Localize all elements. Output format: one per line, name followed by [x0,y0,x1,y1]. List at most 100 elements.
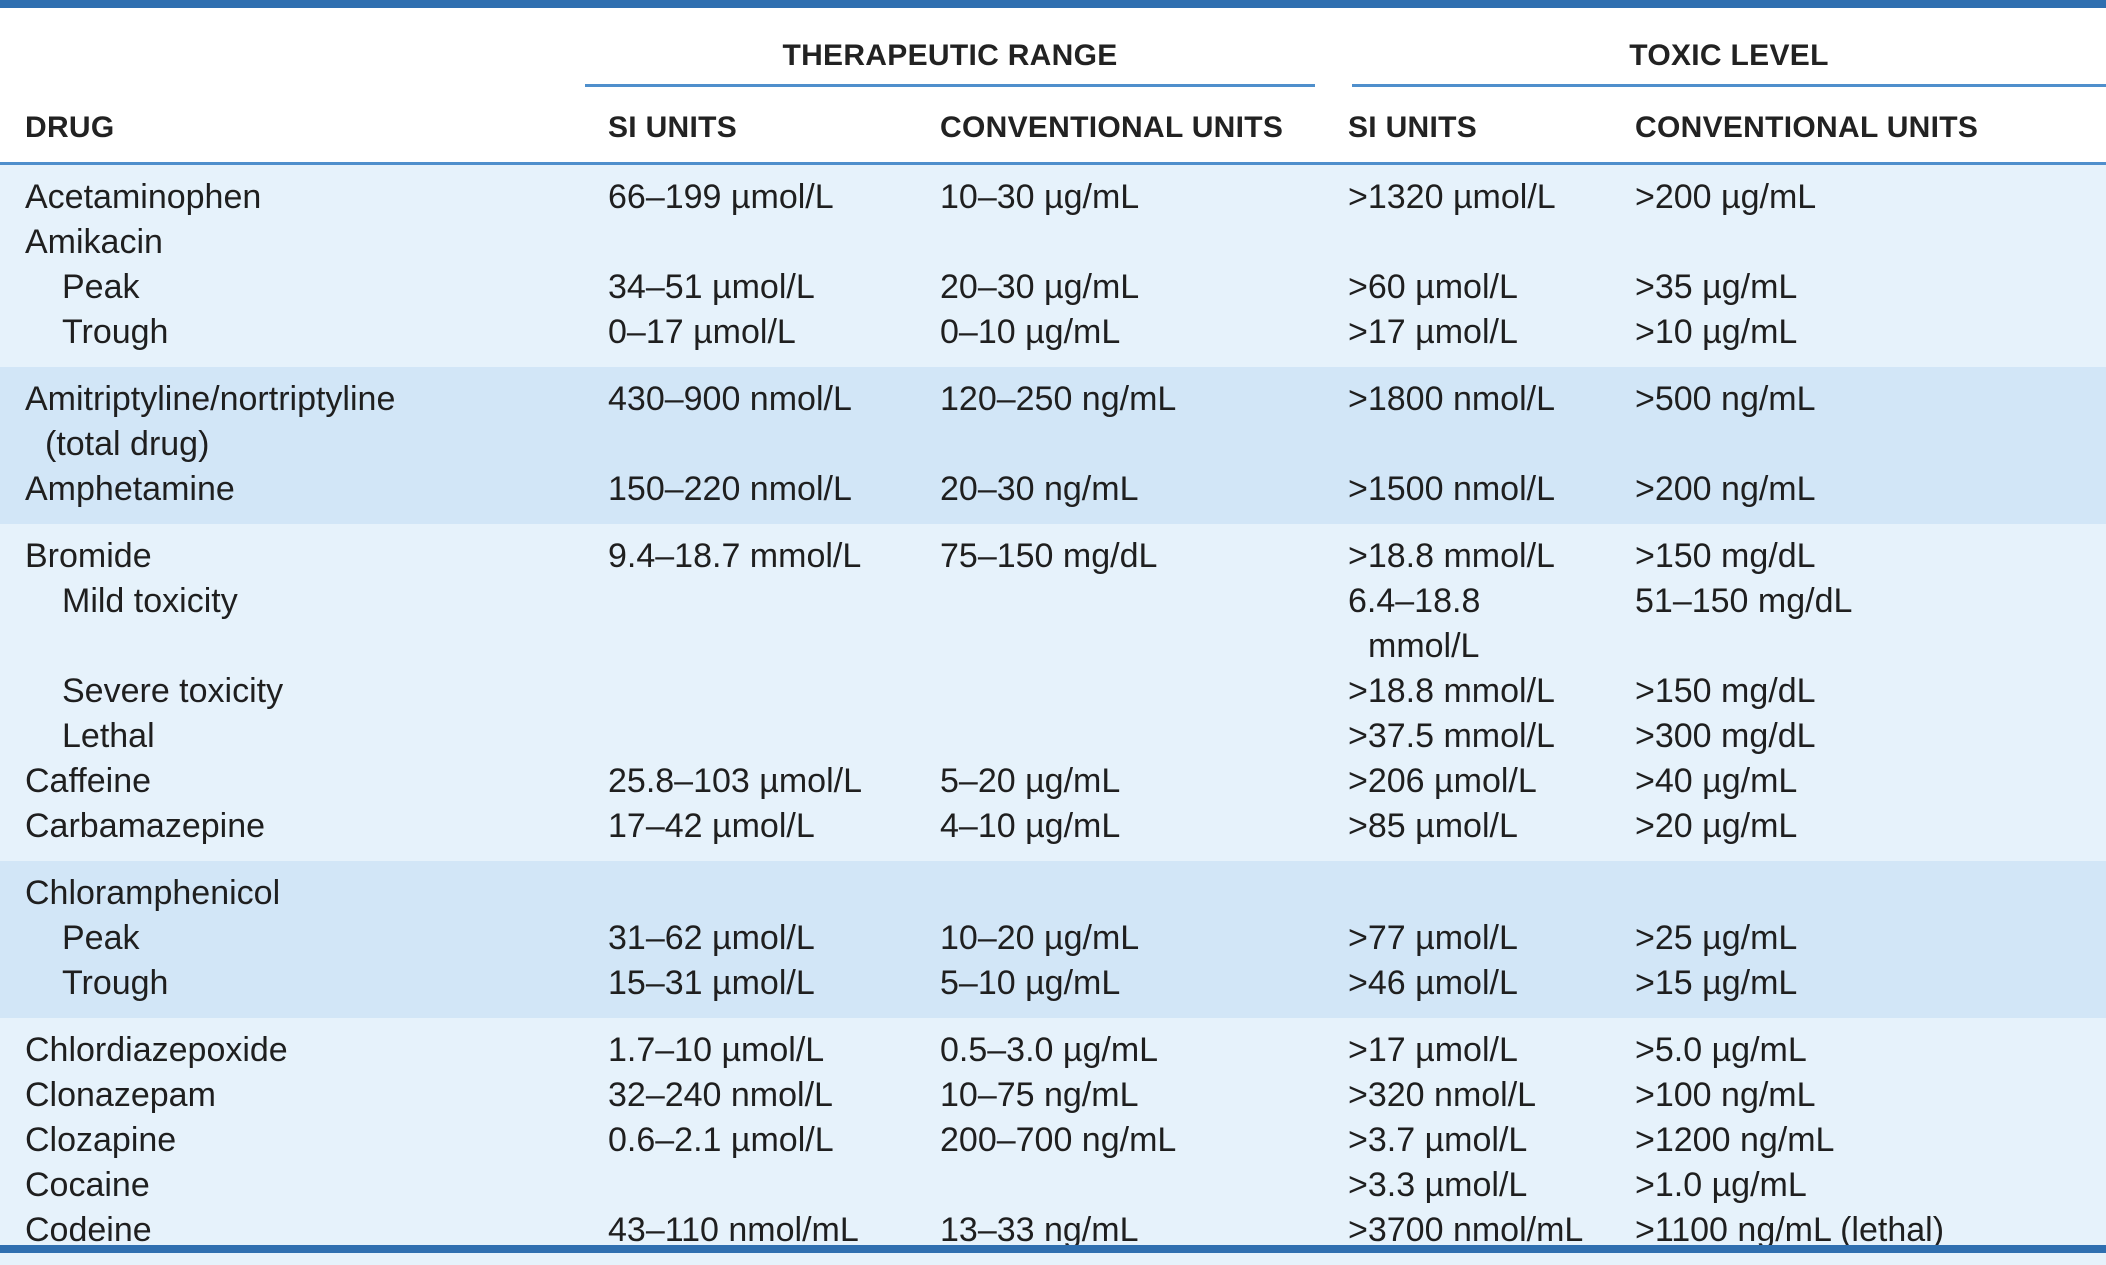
table-row: Carbamazepine 17–42 µmol/L 4–10 µg/mL >85 µ… [0,804,2106,849]
drug-name-cell-text: Chloramphenicol [25,874,281,912]
drug-name-cell-text: Severe toxicity [62,672,284,710]
drug-name-cell: Clozapine [25,1118,176,1163]
toxic-conventional-cell: >35 µg/mL [1635,265,1797,310]
toxic-conventional-cell: >1.0 µg/mL [1635,1163,1807,1208]
column-header-ther-si-units: SI UNITS [608,111,738,144]
drug-name-cell-text: Mild toxicity [62,582,238,620]
table-row: Bromide 9.4–18.7 mmol/L 75–150 mg/dL >18.8 … [0,534,2106,579]
row-group: Amitriptyline/nortriptyline (total drug) 4… [0,367,2106,524]
toxic-si-cell-text: >18.8 mmol/L [1348,537,1555,575]
therapeutic-si-cell-text: 0–17 µmol/L [608,313,796,351]
toxic-si-cell: 6.4–18.8 mmol/L [1348,579,1480,669]
table-row: Clonazepam 32–240 nmol/L 10–75 ng/mL >320 n… [0,1073,2106,1118]
drug-name-cell-text: Acetaminophen [25,178,262,216]
therapeutic-conventional-cell: 20–30 ng/mL [940,467,1139,512]
top-accent-bar [0,0,2106,8]
toxic-si-cell-text: >60 µmol/L [1348,268,1518,306]
table-row: Chlordiazepoxide 1.7–10 µmol/L 0.5–3.0 µg/… [0,1028,2106,1073]
therapeutic-conventional-cell-text: 10–20 µg/mL [940,919,1140,957]
toxic-si-cell: >85 µmol/L [1348,804,1518,849]
drug-name-cell-text: Clozapine [25,1121,177,1159]
toxic-si-cell: >1500 nmol/L [1348,467,1555,512]
toxic-si-cell: >320 nmol/L [1348,1073,1536,1118]
therapeutic-conventional-cell-text: 75–150 mg/dL [940,537,1158,575]
toxic-si-cell: >206 µmol/L [1348,759,1537,804]
therapeutic-conventional-cell-text: 0–10 µg/mL [940,313,1121,351]
drug-name-cell: Acetaminophen [25,175,261,220]
therapeutic-conventional-cell: 5–10 µg/mL [940,961,1120,1006]
toxic-si-cell: >1800 nmol/L [1348,377,1555,422]
therapeutic-conventional-cell-text: 10–75 ng/mL [940,1076,1139,1114]
table-row: Caffeine 25.8–103 µmol/L 5–20 µg/mL >206 µm… [0,759,2106,804]
toxic-conventional-cell-text: 51–150 mg/dL [1635,582,1853,620]
toxic-si-cell-text: >206 µmol/L [1348,762,1537,800]
therapeutic-si-cell-text: 66–199 µmol/L [608,178,834,216]
group-rule-therapeutic [585,84,1315,87]
drug-name-cell: Amphetamine [25,467,235,512]
drug-name-cell: Clonazepam [25,1073,216,1118]
therapeutic-si-cell-text: 31–62 µmol/L [608,919,815,957]
therapeutic-conventional-cell-text: 13–33 ng/mL [940,1211,1139,1249]
toxic-conventional-cell: >300 mg/dL [1635,714,1816,759]
group-rule-toxic [1352,84,2106,87]
therapeutic-conventional-cell-text: 200–700 ng/mL [940,1121,1177,1159]
drug-name-cell: Amikacin [25,220,163,265]
toxic-conventional-cell-text: >200 µg/mL [1635,178,1817,216]
toxic-conventional-cell: >25 µg/mL [1635,916,1797,961]
toxic-si-cell-text: >18.8 mmol/L [1348,672,1555,710]
column-header-drug: DRUG [25,111,115,144]
toxic-si-cell-text: >3700 nmol/mL [1348,1211,1584,1249]
column-header-ther-conventional-units: CONVENTIONAL UNITS [940,111,1284,144]
drug-name-cell-text: Amphetamine [25,470,235,508]
drug-name-cell-text: Chlordiazepoxide [25,1031,288,1069]
drug-name-cell-text: Bromide [25,537,152,575]
therapeutic-conventional-cell: 4–10 µg/mL [940,804,1120,849]
therapeutic-si-cell-text: 32–240 nmol/L [608,1076,833,1114]
toxic-si-cell-text: >85 µmol/L [1348,807,1518,845]
drug-name-cell: Peak [62,265,140,310]
toxic-conventional-cell: >100 ng/mL [1635,1073,1816,1118]
drug-name-cell-text: Caffeine [25,762,152,800]
toxic-si-cell: >46 µmol/L [1348,961,1518,1006]
therapeutic-si-cell-text: 15–31 µmol/L [608,964,815,1002]
toxic-conventional-cell: >40 µg/mL [1635,759,1797,804]
drug-name-cell-text: Cocaine [25,1166,150,1204]
therapeutic-conventional-cell-text: 0.5–3.0 µg/mL [940,1031,1159,1069]
table-row: Trough 15–31 µmol/L 5–10 µg/mL >46 µmol/L >1… [0,961,2106,1006]
drug-name-cell: Cocaine [25,1163,150,1208]
therapeutic-si-cell: 34–51 µmol/L [608,265,815,310]
toxic-conventional-cell-text: >1200 ng/mL [1635,1121,1835,1159]
toxic-si-cell: >1320 µmol/L [1348,175,1556,220]
row-group: Bromide 9.4–18.7 mmol/L 75–150 mg/dL >18.8 … [0,524,2106,861]
toxic-conventional-cell: >500 ng/mL [1635,377,1816,422]
table-row: Peak 34–51 µmol/L 20–30 µg/mL >60 µmol/L >35… [0,265,2106,310]
toxic-si-cell-text: >320 nmol/L [1348,1076,1537,1114]
group-title-therapeutic-range: THERAPEUTIC RANGE [782,39,1118,72]
row-group: Chlordiazepoxide 1.7–10 µmol/L 0.5–3.0 µg/… [0,1018,2106,1265]
toxic-si-cell-text: >77 µmol/L [1348,919,1518,957]
drug-name-cell: Bromide [25,534,152,579]
toxic-si-cell: >3.7 µmol/L [1348,1118,1527,1163]
table-row: Lethal >37.5 mmol/L >300 mg/dL [0,714,2106,759]
therapeutic-si-cell: 31–62 µmol/L [608,916,815,961]
table-body: Acetaminophen 66–199 µmol/L 10–30 µg/mL >13… [0,165,2106,1265]
toxic-si-cell: >60 µmol/L [1348,265,1518,310]
toxic-si-cell-text: >1800 nmol/L [1348,380,1555,418]
toxic-conventional-cell-text: >150 mg/dL [1635,537,1816,575]
therapeutic-conventional-cell: 13–33 ng/mL [940,1208,1139,1253]
table-row: Clozapine 0.6–2.1 µmol/L 200–700 ng/mL >3.7… [0,1118,2106,1163]
table-row: Trough 0–17 µmol/L 0–10 µg/mL >17 µmol/L >10… [0,310,2106,355]
toxic-si-cell: >18.8 mmol/L [1348,669,1555,714]
table-header: THERAPEUTIC RANGE TOXIC LEVEL DRUG SI UN… [0,8,2106,164]
toxic-si-cell-continuation: mmol/L [1368,627,1480,665]
drug-name-cell-text: Clonazepam [25,1076,216,1114]
drug-name-cell-text: Lethal [62,717,155,755]
therapeutic-si-cell: 9.4–18.7 mmol/L [608,534,861,579]
therapeutic-conventional-cell: 10–30 µg/mL [940,175,1139,220]
drug-name-cell: Mild toxicity [62,579,238,624]
therapeutic-si-cell: 430–900 nmol/L [608,377,852,422]
toxic-conventional-cell: >150 mg/dL [1635,669,1816,714]
therapeutic-conventional-cell: 5–20 µg/mL [940,759,1120,804]
toxic-conventional-cell: >15 µg/mL [1635,961,1797,1006]
